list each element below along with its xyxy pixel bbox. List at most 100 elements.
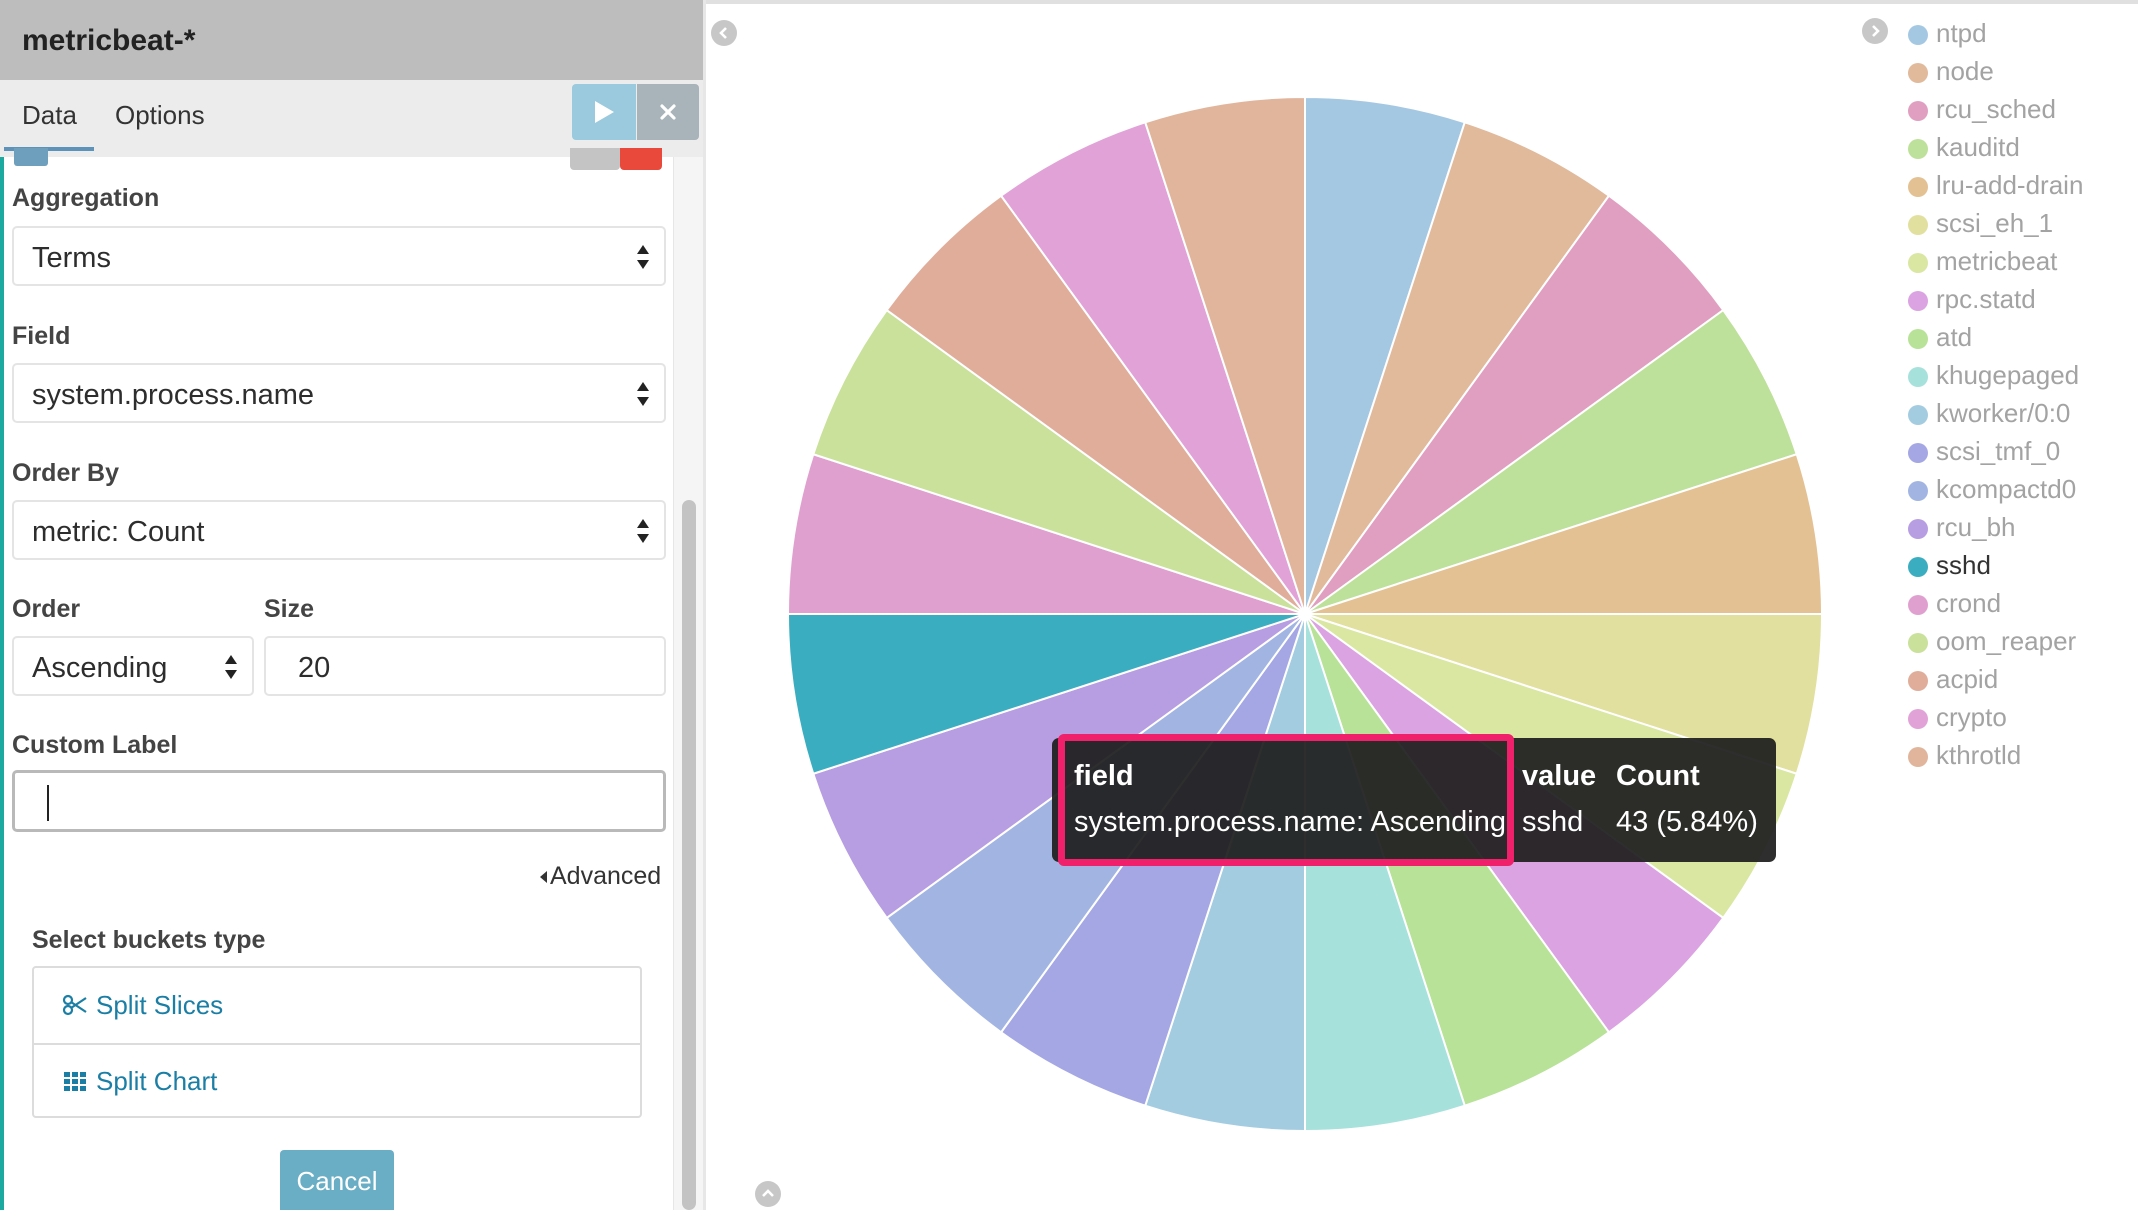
legend-label: acpid bbox=[1936, 664, 1999, 694]
pie-slice-lru-add-drain[interactable] bbox=[1304, 452, 1824, 615]
legend-color-dot bbox=[1908, 595, 1928, 615]
legend-label: khugepaged bbox=[1936, 360, 2080, 390]
bucket-visibility-toggle[interactable] bbox=[570, 148, 620, 170]
select-arrows-icon bbox=[637, 382, 649, 406]
pie-slice-ntpd[interactable] bbox=[1304, 95, 1467, 615]
legend-color-dot bbox=[1908, 253, 1928, 273]
pie-slice-oom-reaper[interactable] bbox=[812, 308, 1306, 615]
field-label: Field bbox=[12, 322, 71, 350]
tooltip-field-header: field bbox=[1074, 760, 1134, 792]
legend-label: kworker/0:0 bbox=[1936, 398, 2071, 428]
scissors-icon bbox=[62, 994, 87, 1016]
panel-scrollbar-thumb[interactable] bbox=[682, 500, 696, 1210]
advanced-label: Advanced bbox=[550, 862, 662, 890]
split-chart-label: Split Chart bbox=[96, 1066, 218, 1096]
legend-label: scsi_eh_1 bbox=[1936, 208, 2054, 238]
pie-slice-scsi-eh-1[interactable] bbox=[1304, 613, 1824, 776]
split-slices-option[interactable]: Split Slices bbox=[34, 968, 640, 1045]
tab-options[interactable]: Options bbox=[115, 100, 205, 130]
legend-label: ntpd bbox=[1936, 18, 1987, 48]
size-label: Size bbox=[264, 595, 315, 623]
aggregation-select[interactable]: Terms bbox=[12, 226, 666, 286]
index-pattern-title: metricbeat-* bbox=[22, 24, 196, 57]
tooltip-value-value: sshd bbox=[1522, 806, 1584, 838]
custom-label-input[interactable] bbox=[12, 770, 666, 832]
split-chart-option[interactable]: Split Chart bbox=[34, 1044, 640, 1119]
discard-changes-button[interactable] bbox=[637, 84, 699, 140]
tooltip-count-header: Count bbox=[1616, 760, 1700, 792]
chart-top-border bbox=[706, 0, 2138, 4]
index-pattern-header: metricbeat-* bbox=[0, 0, 703, 80]
collapse-sidebar-button[interactable] bbox=[711, 20, 737, 46]
legend-color-dot bbox=[1908, 291, 1928, 311]
pie-slice-acpid[interactable] bbox=[885, 194, 1306, 615]
bucket-type-list: Split Slices Split Chart bbox=[32, 966, 642, 1118]
chevron-up-icon bbox=[762, 1189, 774, 1197]
legend-label: rcu_sched bbox=[1936, 94, 2056, 124]
legend-label: kthrotld bbox=[1936, 740, 2022, 770]
active-tab-indicator bbox=[4, 147, 94, 151]
legend-label: crond bbox=[1936, 588, 2002, 618]
legend-label: node bbox=[1936, 56, 1994, 86]
field-value: system.process.name bbox=[32, 379, 315, 411]
pie-slice-kauditd[interactable] bbox=[1304, 308, 1798, 615]
field-select[interactable]: system.process.name bbox=[12, 363, 666, 423]
legend-label: oom_reaper bbox=[1936, 626, 2077, 656]
aggregation-value: Terms bbox=[32, 242, 111, 274]
apply-changes-button[interactable] bbox=[572, 84, 636, 140]
tooltip-value-header: value bbox=[1522, 760, 1597, 792]
order-select[interactable]: Ascending bbox=[12, 636, 254, 696]
pie-slice-kthrotld[interactable] bbox=[1143, 95, 1306, 615]
panel-accent-bar bbox=[0, 0, 4, 1210]
legend-label: scsi_tmf_0 bbox=[1936, 436, 2061, 466]
buckets-type-title: Select buckets type bbox=[32, 926, 266, 954]
select-arrows-icon bbox=[637, 519, 649, 543]
pie-slice-sshd[interactable] bbox=[786, 613, 1306, 776]
legend-color-dot bbox=[1908, 329, 1928, 349]
chevron-right-icon bbox=[1872, 25, 1880, 37]
panel-divider[interactable] bbox=[703, 0, 706, 1210]
legend-label: atd bbox=[1936, 322, 1973, 352]
tooltip-field-value: system.process.name: Ascending bbox=[1074, 806, 1506, 838]
pie-slice-node[interactable] bbox=[1304, 121, 1611, 615]
pie-slice-crypto[interactable] bbox=[999, 121, 1306, 615]
pie-slice-rcu-sched[interactable] bbox=[1304, 194, 1725, 615]
legend-color-dot bbox=[1908, 747, 1928, 767]
bucket-toggle-chip[interactable] bbox=[14, 148, 48, 166]
legend-color-dot bbox=[1908, 405, 1928, 425]
legend-color-dot bbox=[1908, 215, 1928, 235]
legend-color-dot bbox=[1908, 139, 1928, 159]
play-icon bbox=[595, 101, 614, 123]
advanced-toggle-link[interactable]: Advanced bbox=[538, 862, 661, 891]
caret-left-icon bbox=[540, 871, 547, 884]
cancel-button[interactable]: Cancel bbox=[280, 1150, 394, 1210]
size-input[interactable]: 20 bbox=[264, 636, 666, 696]
bucket-remove-button[interactable] bbox=[620, 148, 662, 170]
order-by-label: Order By bbox=[12, 459, 119, 487]
order-by-value: metric: Count bbox=[32, 516, 205, 548]
legend-color-dot bbox=[1908, 481, 1928, 501]
chevron-left-icon bbox=[719, 27, 727, 39]
toggle-legend-button[interactable] bbox=[1862, 18, 1888, 44]
order-label: Order bbox=[12, 595, 81, 623]
legend-label: kcompactd0 bbox=[1936, 474, 2077, 504]
close-icon bbox=[660, 104, 676, 120]
select-arrows-icon bbox=[225, 655, 237, 679]
legend-color-dot bbox=[1908, 709, 1928, 729]
legend-color-dot bbox=[1908, 367, 1928, 387]
legend-color-dot bbox=[1908, 177, 1928, 197]
aggregation-label: Aggregation bbox=[12, 184, 160, 212]
order-value: Ascending bbox=[32, 652, 168, 684]
select-arrows-icon bbox=[637, 245, 649, 269]
tab-data[interactable]: Data bbox=[22, 100, 77, 130]
tooltip-count-value: 43 (5.84%) bbox=[1616, 806, 1758, 838]
legend-label: crypto bbox=[1936, 702, 2007, 732]
legend-color-dot bbox=[1908, 63, 1928, 83]
pie-slice-crond[interactable] bbox=[786, 452, 1306, 615]
toggle-spy-panel-button[interactable] bbox=[755, 1181, 781, 1207]
order-by-select[interactable]: metric: Count bbox=[12, 500, 666, 560]
tooltip-highlight-box bbox=[1058, 734, 1514, 866]
legend-color-dot bbox=[1908, 671, 1928, 691]
grid-icon bbox=[64, 1072, 86, 1091]
